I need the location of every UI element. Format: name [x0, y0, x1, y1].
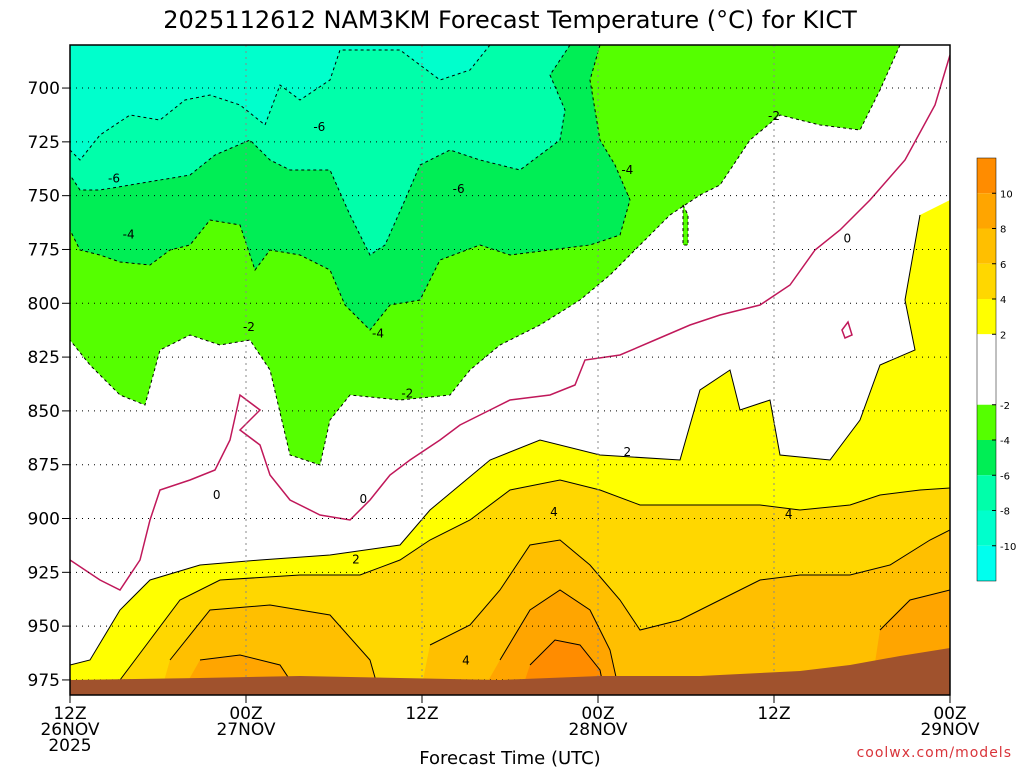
y-tick-label: 725	[28, 133, 60, 153]
y-tick-label: 825	[28, 348, 60, 368]
contour-label: -2	[401, 387, 413, 401]
grid	[70, 45, 950, 695]
colorbar-band	[977, 440, 996, 476]
colorbar-tick-label: -10	[1000, 542, 1016, 553]
y-tick-label: 800	[28, 294, 60, 314]
colorbar-band	[977, 299, 996, 335]
contour-label: 2	[352, 552, 360, 566]
y-tick-label: 975	[28, 671, 60, 691]
y-tick-label: 700	[28, 79, 60, 99]
x-tick-label: 00Z	[581, 704, 614, 724]
colorbar-band	[977, 193, 996, 229]
contour-label: 0	[844, 232, 852, 246]
colorbar-frame	[976, 157, 997, 582]
contour-labels: -6 -4 -6 -6 -4 -2 0 -2 -4 -2 0 0 2 2 4 4 4	[108, 109, 851, 668]
colorbar-band	[977, 510, 996, 546]
colorbar-band	[977, 404, 996, 440]
y-axis: 700 725 750 775 800 825 850 875 900 925 950 975	[28, 79, 70, 691]
colorbar-tick-label: 8	[1000, 225, 1006, 236]
contour-label: -6	[453, 182, 465, 196]
colorbar-tick-label: -6	[1000, 471, 1010, 482]
x-tick-label: 00Z	[933, 704, 966, 724]
y-tick-label: 775	[28, 240, 60, 260]
colorbar-tick-label: -2	[1000, 401, 1010, 412]
colorbar-band	[977, 545, 996, 581]
x-tick-label: 29NOV	[920, 720, 979, 740]
colorbar-tick-label: -4	[1000, 436, 1010, 447]
contour-label: -2	[768, 109, 780, 123]
x-tick-label: 2025	[48, 736, 91, 756]
warm-contours	[70, 214, 950, 695]
contour-label: 4	[462, 654, 470, 668]
colorbar-tick-label: -8	[1000, 507, 1010, 518]
terrain	[70, 648, 950, 695]
chart-title: 2025112612 NAM3KM Forecast Temperature (…	[163, 6, 857, 34]
x-tick-label: 12Z	[53, 704, 86, 724]
plot-frame	[69, 44, 951, 696]
y-tick-label: 925	[28, 563, 60, 583]
y-tick-label: 875	[28, 456, 60, 476]
x-tick-label: 27NOV	[216, 720, 275, 740]
colorbar: 10 8 6 4 2 -2 -4 -6 -8 -10	[976, 157, 1016, 582]
plot-area: -6 -4 -6 -6 -4 -2 0 -2 -4 -2 0 0 2 2 4 4 4	[70, 45, 950, 695]
credit-text: coolwx.com/models	[857, 745, 1012, 761]
x-axis-label: Forecast Time (UTC)	[419, 748, 600, 768]
colorbar-band	[977, 263, 996, 299]
y-tick-label: 850	[28, 402, 60, 422]
x-tick-label: 26NOV	[40, 720, 99, 740]
x-tick-label: 12Z	[405, 704, 438, 724]
contour-label: -4	[621, 163, 633, 177]
y-tick-label: 950	[28, 617, 60, 637]
contour-label: 0	[360, 492, 368, 506]
x-tick-label: 28NOV	[568, 720, 627, 740]
colorbar-tick-label: 6	[1000, 260, 1006, 271]
colorbar-band	[977, 334, 996, 405]
band-minus10-to-minus8	[70, 45, 490, 160]
contour-label: 4	[550, 505, 558, 519]
cold-contours	[70, 45, 901, 466]
x-tick-label: 12Z	[757, 704, 790, 724]
contour-label: -6	[313, 120, 325, 134]
colorbar-band	[977, 475, 996, 511]
colorbar-tick-label: 2	[1000, 330, 1006, 341]
contour-label: -6	[108, 171, 120, 185]
contour-label: -4	[123, 227, 135, 241]
contour-label: -4	[372, 326, 384, 340]
x-tick-label: 00Z	[229, 704, 262, 724]
contour-label: -2	[243, 320, 255, 334]
freezing-isotherm	[70, 54, 950, 591]
contour-label: 2	[624, 445, 632, 459]
colorbar-band	[977, 158, 996, 194]
freezing-isotherm-island	[841, 320, 853, 339]
colorbar-tick-label: 10	[1000, 189, 1013, 200]
colorbar-tick-label: 4	[1000, 295, 1006, 306]
contour-label: 4	[785, 507, 793, 521]
colorbar-band	[977, 228, 996, 264]
y-tick-label: 750	[28, 187, 60, 207]
contour-label: 0	[213, 488, 221, 502]
y-tick-label: 900	[28, 510, 60, 530]
